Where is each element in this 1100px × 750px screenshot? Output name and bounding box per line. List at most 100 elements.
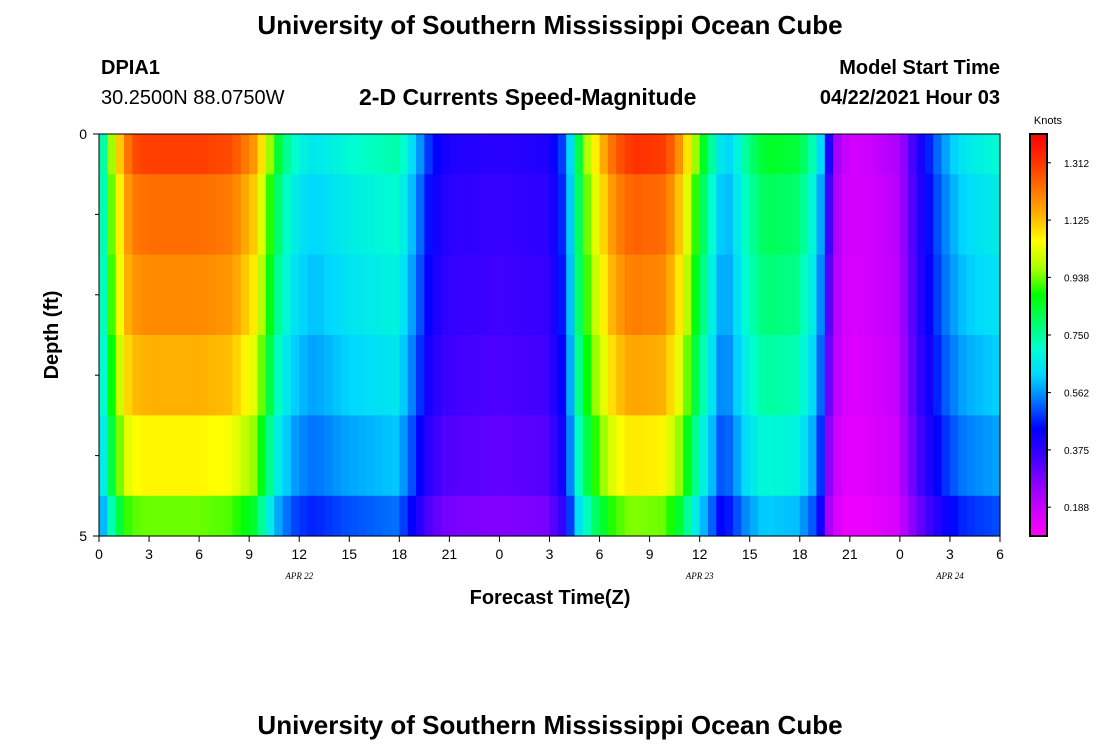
heatmap-cell: [165, 495, 175, 537]
heatmap-cell: [224, 335, 234, 416]
heatmap-cell: [107, 495, 117, 537]
heatmap-cell: [190, 495, 200, 537]
heatmap-cell: [591, 174, 601, 256]
heatmap-cell: [107, 415, 117, 497]
heatmap-cell: [632, 335, 642, 416]
heatmap-cell: [199, 495, 209, 537]
heatmap-cell: [808, 134, 818, 175]
heatmap-cell: [599, 335, 609, 416]
heatmap-cell: [115, 134, 125, 175]
heatmap-cell: [382, 415, 392, 497]
heatmap-cell: [774, 495, 784, 537]
heatmap-cell: [941, 335, 951, 416]
heatmap-cell: [824, 134, 834, 175]
heatmap-cell: [566, 134, 576, 175]
colorbar-tick-label: 0.750: [1064, 331, 1089, 342]
heatmap-cell: [190, 254, 200, 336]
heatmap-cell: [591, 335, 601, 416]
heatmap-cell: [849, 174, 859, 256]
heatmap-cell: [215, 495, 225, 537]
heatmap-cell: [708, 174, 717, 256]
heatmap-cell: [399, 134, 409, 175]
heatmap-cell: [149, 134, 158, 175]
heatmap-cell: [290, 335, 300, 416]
heatmap-cell: [616, 495, 626, 537]
heatmap-cell: [933, 415, 943, 497]
heatmap-cell: [958, 495, 968, 537]
heatmap-cell: [724, 174, 734, 256]
heatmap-cell: [724, 495, 734, 537]
heatmap-cell: [349, 174, 359, 256]
heatmap-cell: [524, 254, 534, 336]
heatmap-cell: [833, 495, 843, 537]
heatmap-cell: [924, 495, 934, 537]
heatmap-cell: [374, 134, 384, 175]
heatmap-cell: [524, 415, 534, 497]
heatmap-cell: [833, 254, 843, 336]
heatmap-cell: [566, 254, 576, 336]
heatmap-cell: [199, 335, 209, 416]
heatmap-cell: [841, 415, 851, 497]
heatmap-cell: [899, 254, 909, 336]
heatmap-cell: [432, 174, 442, 256]
heatmap-cell: [491, 134, 501, 175]
heatmap-cell: [149, 174, 158, 256]
heatmap-cell: [983, 174, 993, 256]
heatmap-cell: [182, 174, 192, 256]
x-tick-label: 0: [496, 546, 504, 562]
x-tick-label: 0: [896, 546, 904, 562]
heatmap-cell: [841, 254, 851, 336]
heatmap-cell: [758, 415, 767, 497]
heatmap-cell: [791, 495, 801, 537]
heatmap-cell: [282, 495, 292, 537]
heatmap-cell: [933, 134, 943, 175]
heatmap-cell: [916, 415, 926, 497]
heatmap-cell: [265, 335, 275, 416]
heatmap-cell: [808, 335, 818, 416]
heatmap-cell: [674, 174, 684, 256]
heatmap-cell: [716, 415, 726, 497]
heatmap-cell: [174, 134, 184, 175]
heatmap-cell: [257, 335, 267, 416]
heatmap-cell: [582, 495, 592, 537]
heatmap-cell: [541, 134, 551, 175]
heatmap-cell: [883, 415, 893, 497]
heatmap-cell: [833, 134, 843, 175]
heatmap-cell: [199, 415, 209, 497]
heatmap-cell: [741, 415, 751, 497]
heatmap-cell: [357, 254, 367, 336]
heatmap-cell: [599, 495, 609, 537]
heatmap-cell: [849, 415, 859, 497]
heatmap-cell: [966, 415, 976, 497]
heatmap-cell: [190, 134, 200, 175]
heatmap-cell: [524, 495, 534, 537]
heatmap-cell: [374, 335, 384, 416]
heatmap-cell: [416, 254, 425, 336]
heatmap-cell: [791, 415, 801, 497]
heatmap-cell: [140, 254, 150, 336]
heatmap-cell: [941, 415, 951, 497]
heatmap-cell: [249, 174, 259, 256]
x-tick-label: 6: [195, 546, 203, 562]
x-date-label: APR 24: [935, 571, 964, 581]
heatmap-cell: [574, 415, 584, 497]
heatmap-cell: [457, 134, 467, 175]
heatmap-cell: [991, 415, 1001, 497]
heatmap-cell: [816, 134, 826, 175]
x-tick-label: 15: [742, 546, 758, 562]
heatmap-cell: [424, 134, 434, 175]
page-title-top: University of Southern Mississippi Ocean…: [257, 10, 843, 40]
heatmap-cell: [274, 174, 284, 256]
heatmap-cell: [307, 174, 317, 256]
heatmap-cell: [249, 495, 259, 537]
heatmap-cell: [257, 174, 267, 256]
heatmap-cell: [382, 134, 392, 175]
heatmap-cell: [716, 254, 726, 336]
heatmap-cell: [432, 495, 442, 537]
x-tick-label: 12: [692, 546, 708, 562]
heatmap-cell: [866, 495, 876, 537]
heatmap-cell: [991, 174, 1001, 256]
heatmap-cell: [399, 174, 409, 256]
heatmap-cell: [357, 134, 367, 175]
heatmap-cell: [299, 134, 309, 175]
